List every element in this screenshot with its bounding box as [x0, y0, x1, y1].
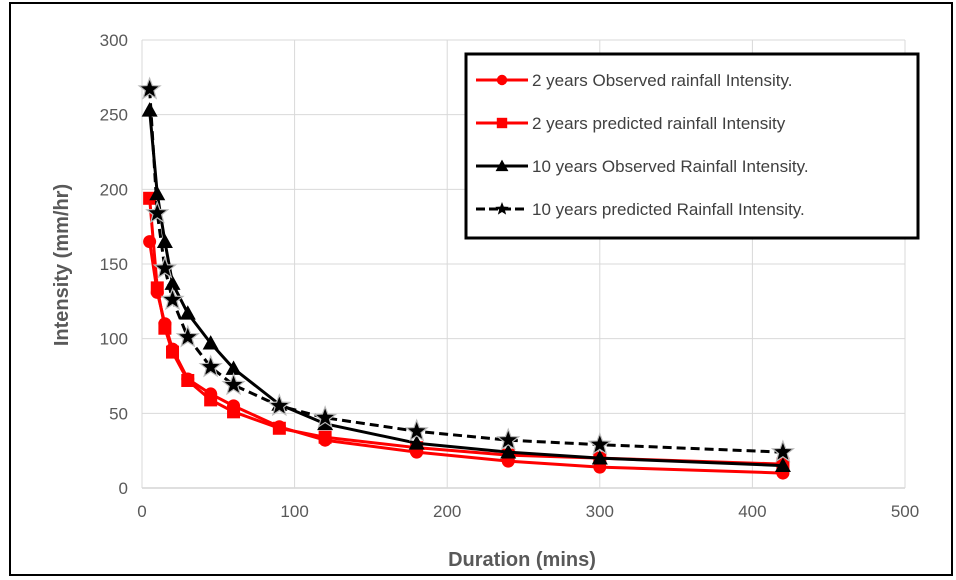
data-point-star [770, 439, 796, 463]
y-tick-label: 150 [100, 255, 128, 274]
data-point-square [158, 321, 172, 335]
axis-layer: 0 50 100 150 200 250 300 0 100 200 300 400 500 [100, 31, 920, 521]
data-point-triangle [774, 457, 791, 472]
legend-marker-triangle [495, 159, 509, 172]
legend-label: 2 years Observed rainfall Intensity. [532, 71, 792, 90]
legend-item: 2 years predicted rainfall Intensity [476, 114, 786, 133]
data-point-star [152, 255, 177, 279]
y-axis-title: Intensity (mm/hr) [51, 184, 73, 346]
y-tick-label: 300 [100, 31, 128, 50]
data-point-star [587, 431, 612, 455]
data-point-triangle [225, 360, 242, 375]
series-2 [141, 102, 791, 472]
data-point-star [145, 200, 170, 224]
x-axis-title: Duration (mins) [448, 549, 596, 571]
legend-item: 2 years Observed rainfall Intensity. [476, 71, 792, 90]
legend-marker-circle [496, 74, 508, 86]
legend: 2 years Observed rainfall Intensity. 2 ye… [464, 52, 920, 240]
data-point-square [318, 430, 332, 444]
data-point-star [175, 324, 200, 348]
y-tick-label: 50 [109, 404, 128, 423]
data-point-star [137, 76, 162, 100]
legend-marker-star [495, 202, 509, 215]
data-point-star [198, 354, 223, 378]
data-point-star [267, 393, 292, 417]
legend-item: 10 years predicted Rainfall Intensity. [476, 200, 805, 219]
y-tick-label: 250 [100, 106, 128, 125]
x-tick-label: 500 [891, 502, 919, 521]
data-point-square [166, 345, 180, 359]
legend-item: 10 years Observed Rainfall Intensity. [476, 157, 809, 176]
series-layer [137, 76, 796, 480]
series-3 [137, 76, 796, 463]
x-tick-label: 100 [280, 502, 308, 521]
data-point-square [272, 421, 286, 435]
data-point-triangle [179, 305, 196, 320]
series-0 [143, 235, 790, 480]
data-point-triangle [408, 435, 425, 450]
x-tick-label: 400 [738, 502, 766, 521]
legend-box [464, 52, 920, 240]
data-point-square [181, 373, 195, 387]
data-point-star [221, 372, 246, 396]
x-tick-label: 300 [586, 502, 614, 521]
x-tick-label: 200 [433, 502, 461, 521]
y-tick-label: 200 [100, 180, 128, 199]
data-point-star [404, 418, 429, 442]
data-point-star [313, 405, 338, 429]
legend-label: 2 years predicted rainfall Intensity [532, 114, 786, 133]
data-point-triangle [202, 335, 219, 350]
data-point-star [496, 427, 521, 451]
data-point-square [227, 405, 241, 419]
data-point-triangle [500, 444, 517, 459]
y-tick-label: 0 [119, 479, 128, 498]
legend-items: 2 years Observed rainfall Intensity. 2 ye… [476, 71, 809, 219]
y-tick-label: 100 [100, 330, 128, 349]
data-point-triangle [591, 450, 608, 465]
legend-marker-square [496, 117, 508, 129]
data-point-square [150, 281, 164, 295]
legend-label: 10 years Observed Rainfall Intensity. [532, 157, 809, 176]
data-point-square [204, 393, 218, 407]
x-tick-label: 0 [137, 502, 146, 521]
series-line [148, 241, 783, 475]
legend-label: 10 years predicted Rainfall Intensity. [532, 200, 805, 219]
data-point-star [160, 287, 185, 311]
